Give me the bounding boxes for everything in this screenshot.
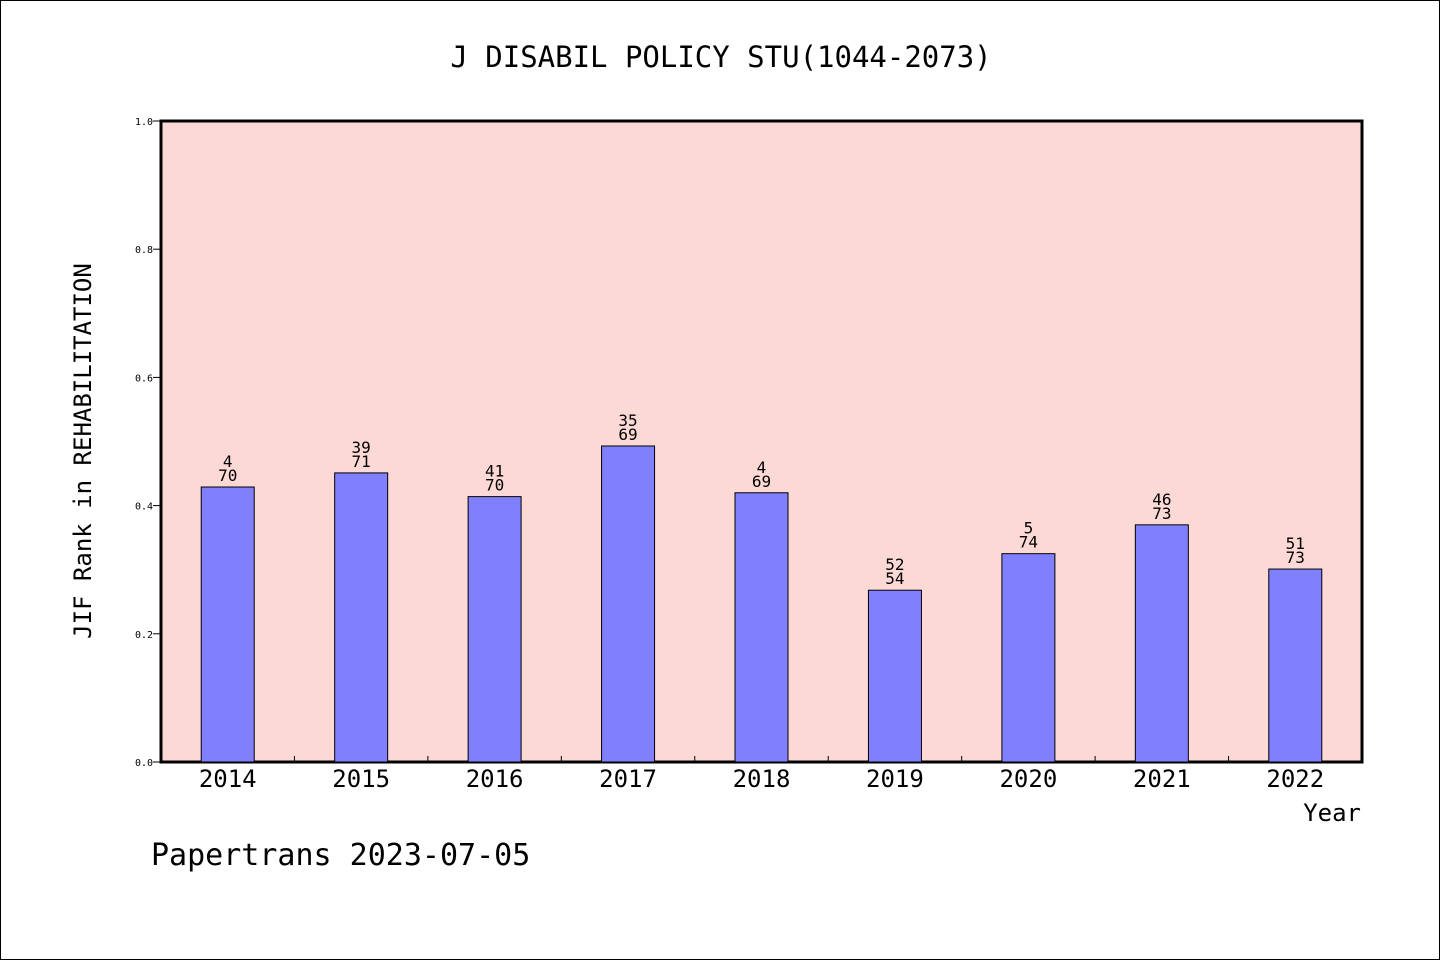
bar-label-bottom: 69 — [752, 472, 771, 491]
bar-label-bottom: 70 — [485, 476, 504, 495]
bar-label-top: 35 — [618, 411, 637, 430]
bar-2017 — [601, 445, 656, 763]
bar-label-bottom: 70 — [218, 466, 237, 485]
y-axis: 0.0 0.2 0.4 0.6 0.8 1.0 — [135, 117, 161, 769]
y-axis-label: JIF Rank in REHABILITATION — [69, 263, 97, 639]
y-tick-label: 0.2 — [135, 630, 153, 641]
bar-label-top: 4 — [757, 458, 767, 477]
x-tick-label: 2016 — [466, 765, 524, 793]
x-tick-label: 2014 — [199, 765, 257, 793]
x-tick-label: 2019 — [866, 765, 924, 793]
y-tick-label: 0.8 — [135, 245, 153, 256]
bar-label-bottom: 74 — [1019, 533, 1038, 552]
bar-2015 — [334, 472, 389, 763]
bar-2021 — [1134, 524, 1189, 763]
bar-2020 — [1001, 553, 1056, 763]
x-tick-label: 2015 — [332, 765, 390, 793]
footer-text: Papertrans 2023-07-05 — [151, 838, 530, 873]
x-tick-label: 2018 — [733, 765, 791, 793]
bar-label-top: 39 — [352, 438, 371, 457]
x-tick-label: 2017 — [599, 765, 657, 793]
bar-label-bottom: 54 — [885, 569, 904, 588]
bar-2019 — [867, 589, 922, 763]
bar-label-bottom: 73 — [1286, 548, 1305, 567]
y-tick-label: 0.6 — [135, 373, 153, 384]
chart-title: J DISABIL POLICY STU(1044-2073) — [450, 40, 991, 74]
y-tick-label: 1.0 — [135, 117, 153, 128]
bar-label-top: 51 — [1286, 534, 1305, 553]
bar-2022 — [1268, 568, 1323, 763]
x-axis: 2014 2015 2016 2017 2018 2019 2020 2021 2022 — [199, 756, 1324, 793]
bar-label-bottom: 73 — [1152, 504, 1171, 523]
x-tick-label: 2021 — [1133, 765, 1191, 793]
bar-2016 — [467, 496, 522, 763]
bar-label-top: 5 — [1024, 519, 1034, 538]
bar-2018 — [734, 492, 789, 763]
bar-label-top: 4 — [223, 452, 233, 471]
bar-2014 — [200, 486, 255, 763]
x-tick-label: 2020 — [999, 765, 1057, 793]
y-tick-label: 0.4 — [135, 502, 153, 513]
x-axis-label: Year — [1303, 799, 1361, 827]
bar-label-top: 41 — [485, 462, 504, 481]
x-tick-label: 2022 — [1266, 765, 1324, 793]
bar-label-top: 46 — [1152, 490, 1171, 509]
y-tick-label: 0.0 — [135, 758, 153, 769]
bar-label-bottom: 71 — [352, 452, 371, 471]
bar-label-top: 52 — [885, 555, 904, 574]
bar-label-bottom: 69 — [618, 425, 637, 444]
